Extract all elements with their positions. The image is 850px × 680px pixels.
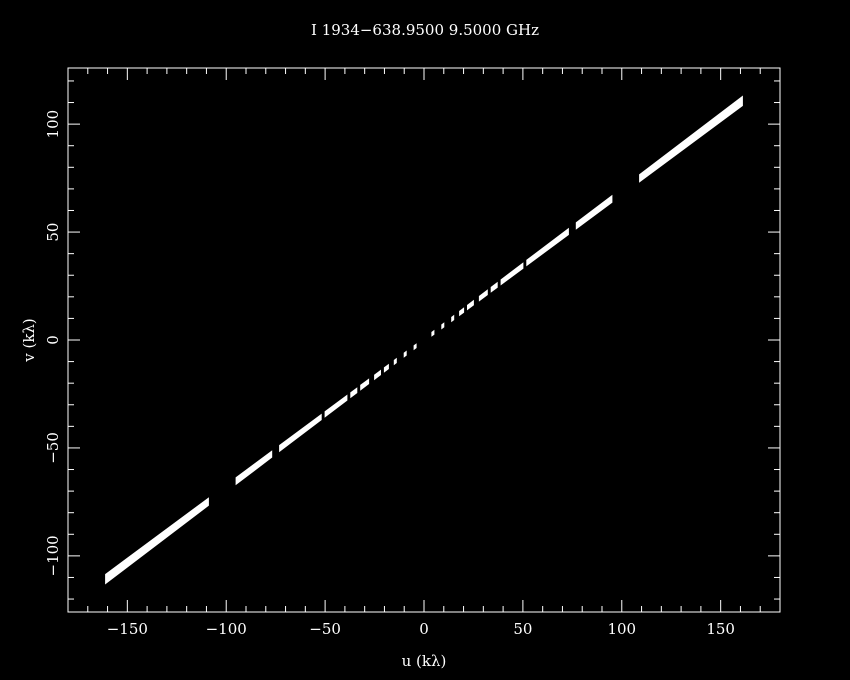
uv-point-track [526,227,569,267]
x-tick-label: −50 [309,620,341,638]
uv-point-track [500,262,524,286]
uv-point-track [279,413,322,453]
uv-point-track [360,378,370,391]
uv-point-track [374,369,381,381]
uv-point-track [393,357,397,366]
chart-title: I 1934−638.9500 9.5000 GHz [311,21,539,39]
x-tick-label: 50 [513,620,532,638]
uv-point-track [413,343,417,351]
uv-point-track [383,363,389,373]
uv-point-track [350,387,358,399]
y-tick-label: −100 [44,535,62,576]
uv-point-track [478,289,488,302]
uv-point-track [403,350,407,358]
uv-point-track [451,314,455,323]
uv-point-track [575,194,613,230]
uv-point-track [467,299,474,311]
uv-point-track [235,450,273,486]
tick-labels: −150 −100 −50 0 50 100 150 −100 −50 0 50 100 [44,110,735,638]
x-tick-label: −100 [206,620,247,638]
x-tick-label: 0 [419,620,429,638]
x-tick-label: 150 [706,620,735,638]
uv-point-track [459,307,465,317]
uv-points [105,95,743,585]
uv-point-track [431,329,435,337]
y-tick-label: 0 [44,335,62,345]
uv-point-track [639,95,743,183]
y-tick-label: −50 [44,432,62,464]
y-axis-label: v (kλ) [20,318,38,363]
uv-point-track [490,281,498,293]
uv-point-track [105,497,209,585]
y-tick-label: 100 [44,110,62,139]
x-tick-label: 100 [607,620,636,638]
y-tick-label: 50 [44,223,62,242]
axis-ticks [68,68,780,612]
x-tick-label: −150 [107,620,148,638]
uv-point-track [441,322,445,330]
uv-point-track [324,394,348,418]
x-axis-label: u (kλ) [402,652,447,670]
